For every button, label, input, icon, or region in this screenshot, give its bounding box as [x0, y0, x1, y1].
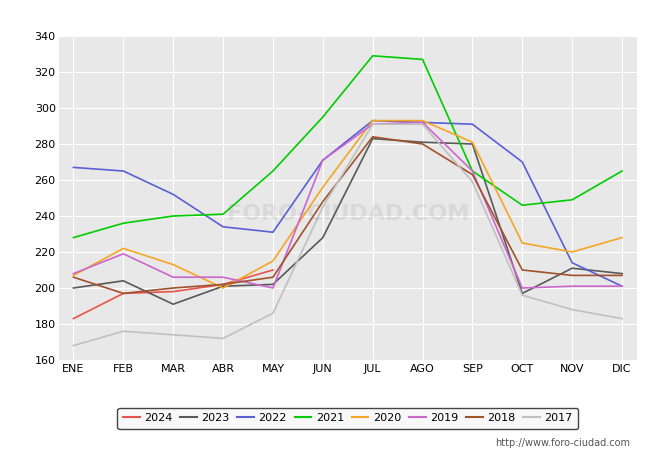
Text: http://www.foro-ciudad.com: http://www.foro-ciudad.com	[495, 438, 630, 448]
Text: Afiliados en Llanos del Caudillo a 31/5/2024: Afiliados en Llanos del Caudillo a 31/5/…	[144, 5, 506, 23]
Text: FORO-CIUDAD.COM: FORO-CIUDAD.COM	[227, 204, 469, 224]
Legend: 2024, 2023, 2022, 2021, 2020, 2019, 2018, 2017: 2024, 2023, 2022, 2021, 2020, 2019, 2018…	[118, 408, 578, 429]
